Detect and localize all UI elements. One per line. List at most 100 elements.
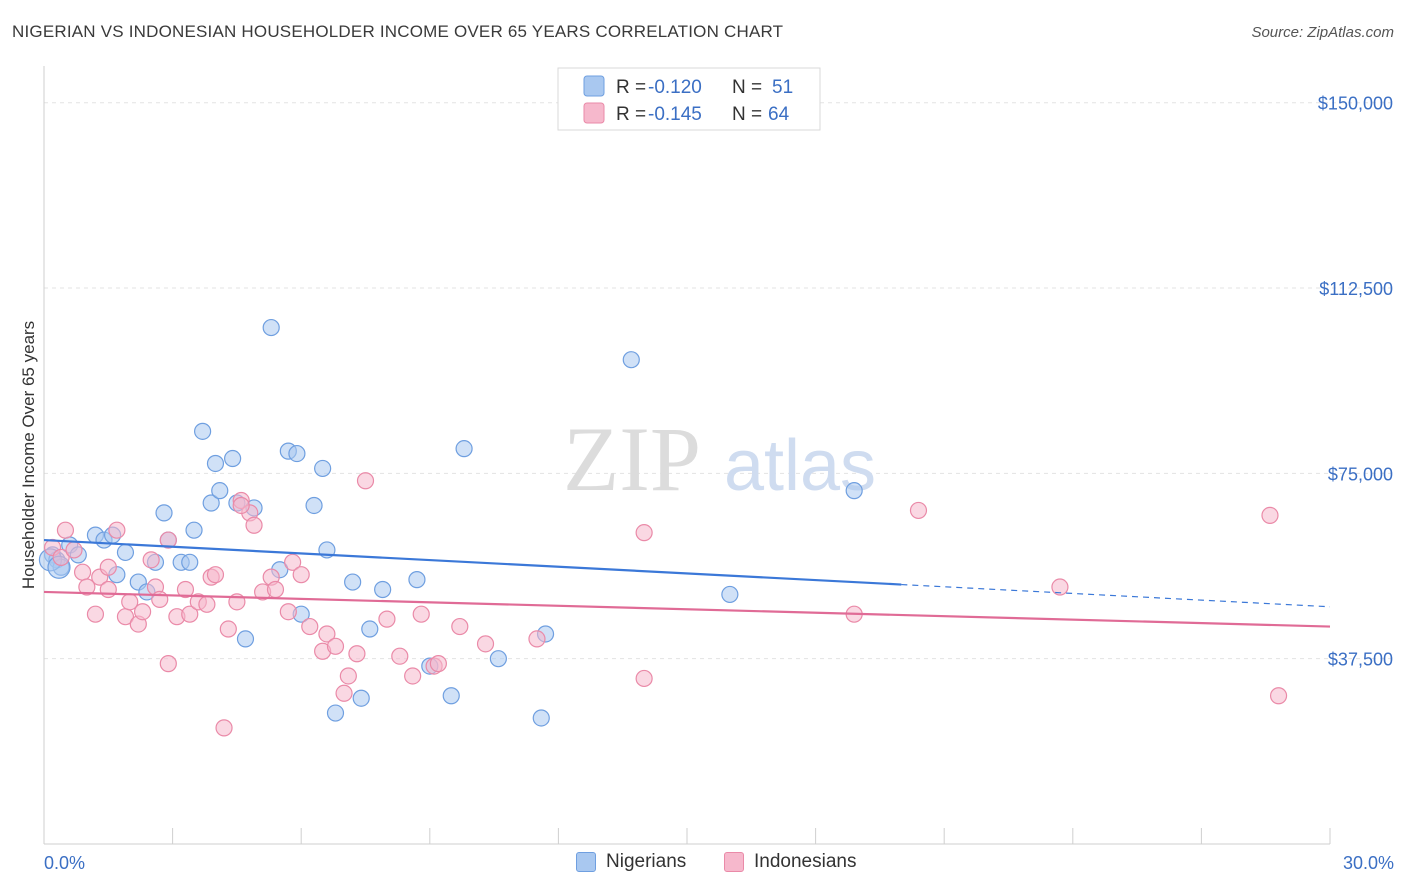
- legend-r-label-1: R =: [616, 104, 646, 125]
- indonesian-point-32: [245, 516, 263, 534]
- indonesian-point-24: [198, 595, 216, 613]
- nigerian-point-41: [442, 687, 460, 705]
- indonesian-point-17: [151, 590, 169, 608]
- indonesian-point-36: [279, 603, 297, 621]
- indonesian-point-3: [65, 541, 83, 559]
- indonesian-point-6: [86, 605, 105, 623]
- nigerian-point-35: [344, 573, 362, 591]
- nigerian-point-38: [374, 580, 392, 599]
- legend-item-nigerians: Nigerians: [576, 851, 686, 873]
- y-tick-labels: $37,500 $75,000 $112,500 $150,000: [1318, 94, 1393, 670]
- nigerian-point-46: [622, 351, 640, 369]
- nigerian-point-19: [202, 494, 220, 512]
- indonesian-point-42: [326, 637, 345, 655]
- nigerian-point-39: [408, 571, 426, 589]
- axes: [43, 66, 1331, 845]
- legend-swatch-nigerians-bottom: [576, 852, 596, 872]
- indonesian-point-14: [133, 603, 152, 621]
- indonesian-point-5: [78, 578, 96, 596]
- indonesian-point-26: [206, 566, 225, 584]
- nigerian-point-48: [845, 482, 863, 500]
- indonesian-point-50: [412, 605, 430, 623]
- watermark: ZIP atlas: [563, 408, 876, 510]
- indonesian-point-48: [391, 647, 409, 665]
- nigerian-point-26: [262, 318, 280, 337]
- nigerian-point-21: [211, 482, 229, 500]
- indonesian-point-22: [181, 605, 199, 623]
- indonesian-point-41: [318, 625, 336, 643]
- x-tick-label-0: 0.0%: [44, 853, 85, 873]
- indonesian-point-9: [99, 558, 117, 576]
- stats-legend: R = -0.120 N = 51 R = -0.145 N = 64: [557, 67, 821, 131]
- indonesians-points: [43, 472, 1288, 737]
- legend-n-label-1: N =: [732, 104, 762, 125]
- indonesian-point-19: [159, 655, 177, 673]
- nigerian-point-8: [116, 543, 135, 562]
- nigerian-point-20: [206, 454, 225, 473]
- nigerian-point-44: [532, 709, 550, 727]
- bottom-legend: Nigerians Indonesians: [0, 851, 1406, 879]
- nigerian-point-18: [194, 422, 212, 440]
- indonesian-point-28: [219, 620, 237, 638]
- nigerian-point-17: [185, 521, 203, 539]
- indonesian-point-57: [635, 524, 653, 542]
- indonesian-point-43: [335, 684, 353, 702]
- indonesian-point-37: [284, 553, 302, 571]
- nigerian-point-31: [305, 496, 323, 515]
- nigerian-point-43: [489, 650, 507, 668]
- indonesian-point-27: [215, 719, 233, 737]
- indonesian-point-44: [339, 667, 357, 685]
- indonesian-point-52: [429, 655, 447, 673]
- nigerian-point-42: [455, 440, 473, 458]
- nigerian-point-32: [314, 459, 332, 478]
- nigerian-point-37: [361, 620, 379, 638]
- indonesian-point-63: [232, 496, 250, 515]
- nigerian-point-47: [721, 585, 739, 604]
- indonesian-point-61: [1261, 506, 1279, 524]
- indonesian-point-39: [301, 617, 319, 636]
- indonesian-point-2: [56, 521, 75, 539]
- indonesian-point-10: [108, 521, 126, 539]
- nigerians-trend-line: [43, 538, 902, 586]
- legend-r-label-0: R =: [616, 77, 646, 98]
- nigerian-point-24: [236, 630, 255, 648]
- indonesian-point-1: [52, 548, 70, 566]
- legend-swatch-nigerians: [583, 75, 605, 97]
- legend-n-value-1: 64: [768, 104, 790, 125]
- indonesian-point-21: [176, 580, 195, 599]
- indonesian-point-18: [159, 531, 177, 549]
- nigerian-point-13: [155, 504, 173, 522]
- legend-n-value-0: 51: [772, 77, 793, 98]
- nigerians-trend-extension: [901, 583, 1331, 608]
- indonesian-point-62: [1269, 687, 1288, 705]
- nigerian-point-16: [181, 553, 199, 571]
- indonesian-point-46: [356, 472, 375, 490]
- indonesian-point-59: [909, 501, 928, 520]
- legend-n-label-0: N =: [732, 77, 762, 98]
- y-tick-label-2: $112,500: [1319, 279, 1393, 299]
- indonesian-point-47: [378, 610, 396, 628]
- indonesian-point-8: [99, 580, 117, 599]
- legend-label-indonesians: Indonesians: [754, 851, 857, 872]
- nigerian-point-22: [224, 449, 242, 468]
- indonesian-point-53: [451, 617, 469, 636]
- indonesians-trend-line: [43, 590, 1331, 628]
- nigerian-point-36: [352, 689, 370, 707]
- legend-item-indonesians: Indonesians: [724, 851, 856, 873]
- y-tick-label-0: $37,500: [1328, 650, 1393, 670]
- indonesian-point-38: [292, 566, 310, 584]
- indonesian-point-55: [528, 630, 546, 648]
- indonesian-point-15: [142, 551, 160, 569]
- x-tick-label-1: 30.0%: [1343, 853, 1394, 873]
- legend-swatch-indonesians-bottom: [724, 852, 744, 872]
- nigerian-point-29: [288, 444, 306, 463]
- nigerian-point-34: [326, 704, 345, 722]
- legend-label-nigerians: Nigerians: [606, 851, 687, 872]
- indonesian-point-60: [1051, 578, 1069, 596]
- chart-title: NIGERIAN VS INDONESIAN HOUSEHOLDER INCOM…: [12, 22, 784, 41]
- indonesian-point-54: [476, 635, 495, 653]
- indonesian-point-35: [266, 580, 285, 599]
- legend-r-value-1: -0.145: [648, 104, 702, 125]
- trend-lines: [43, 538, 1331, 628]
